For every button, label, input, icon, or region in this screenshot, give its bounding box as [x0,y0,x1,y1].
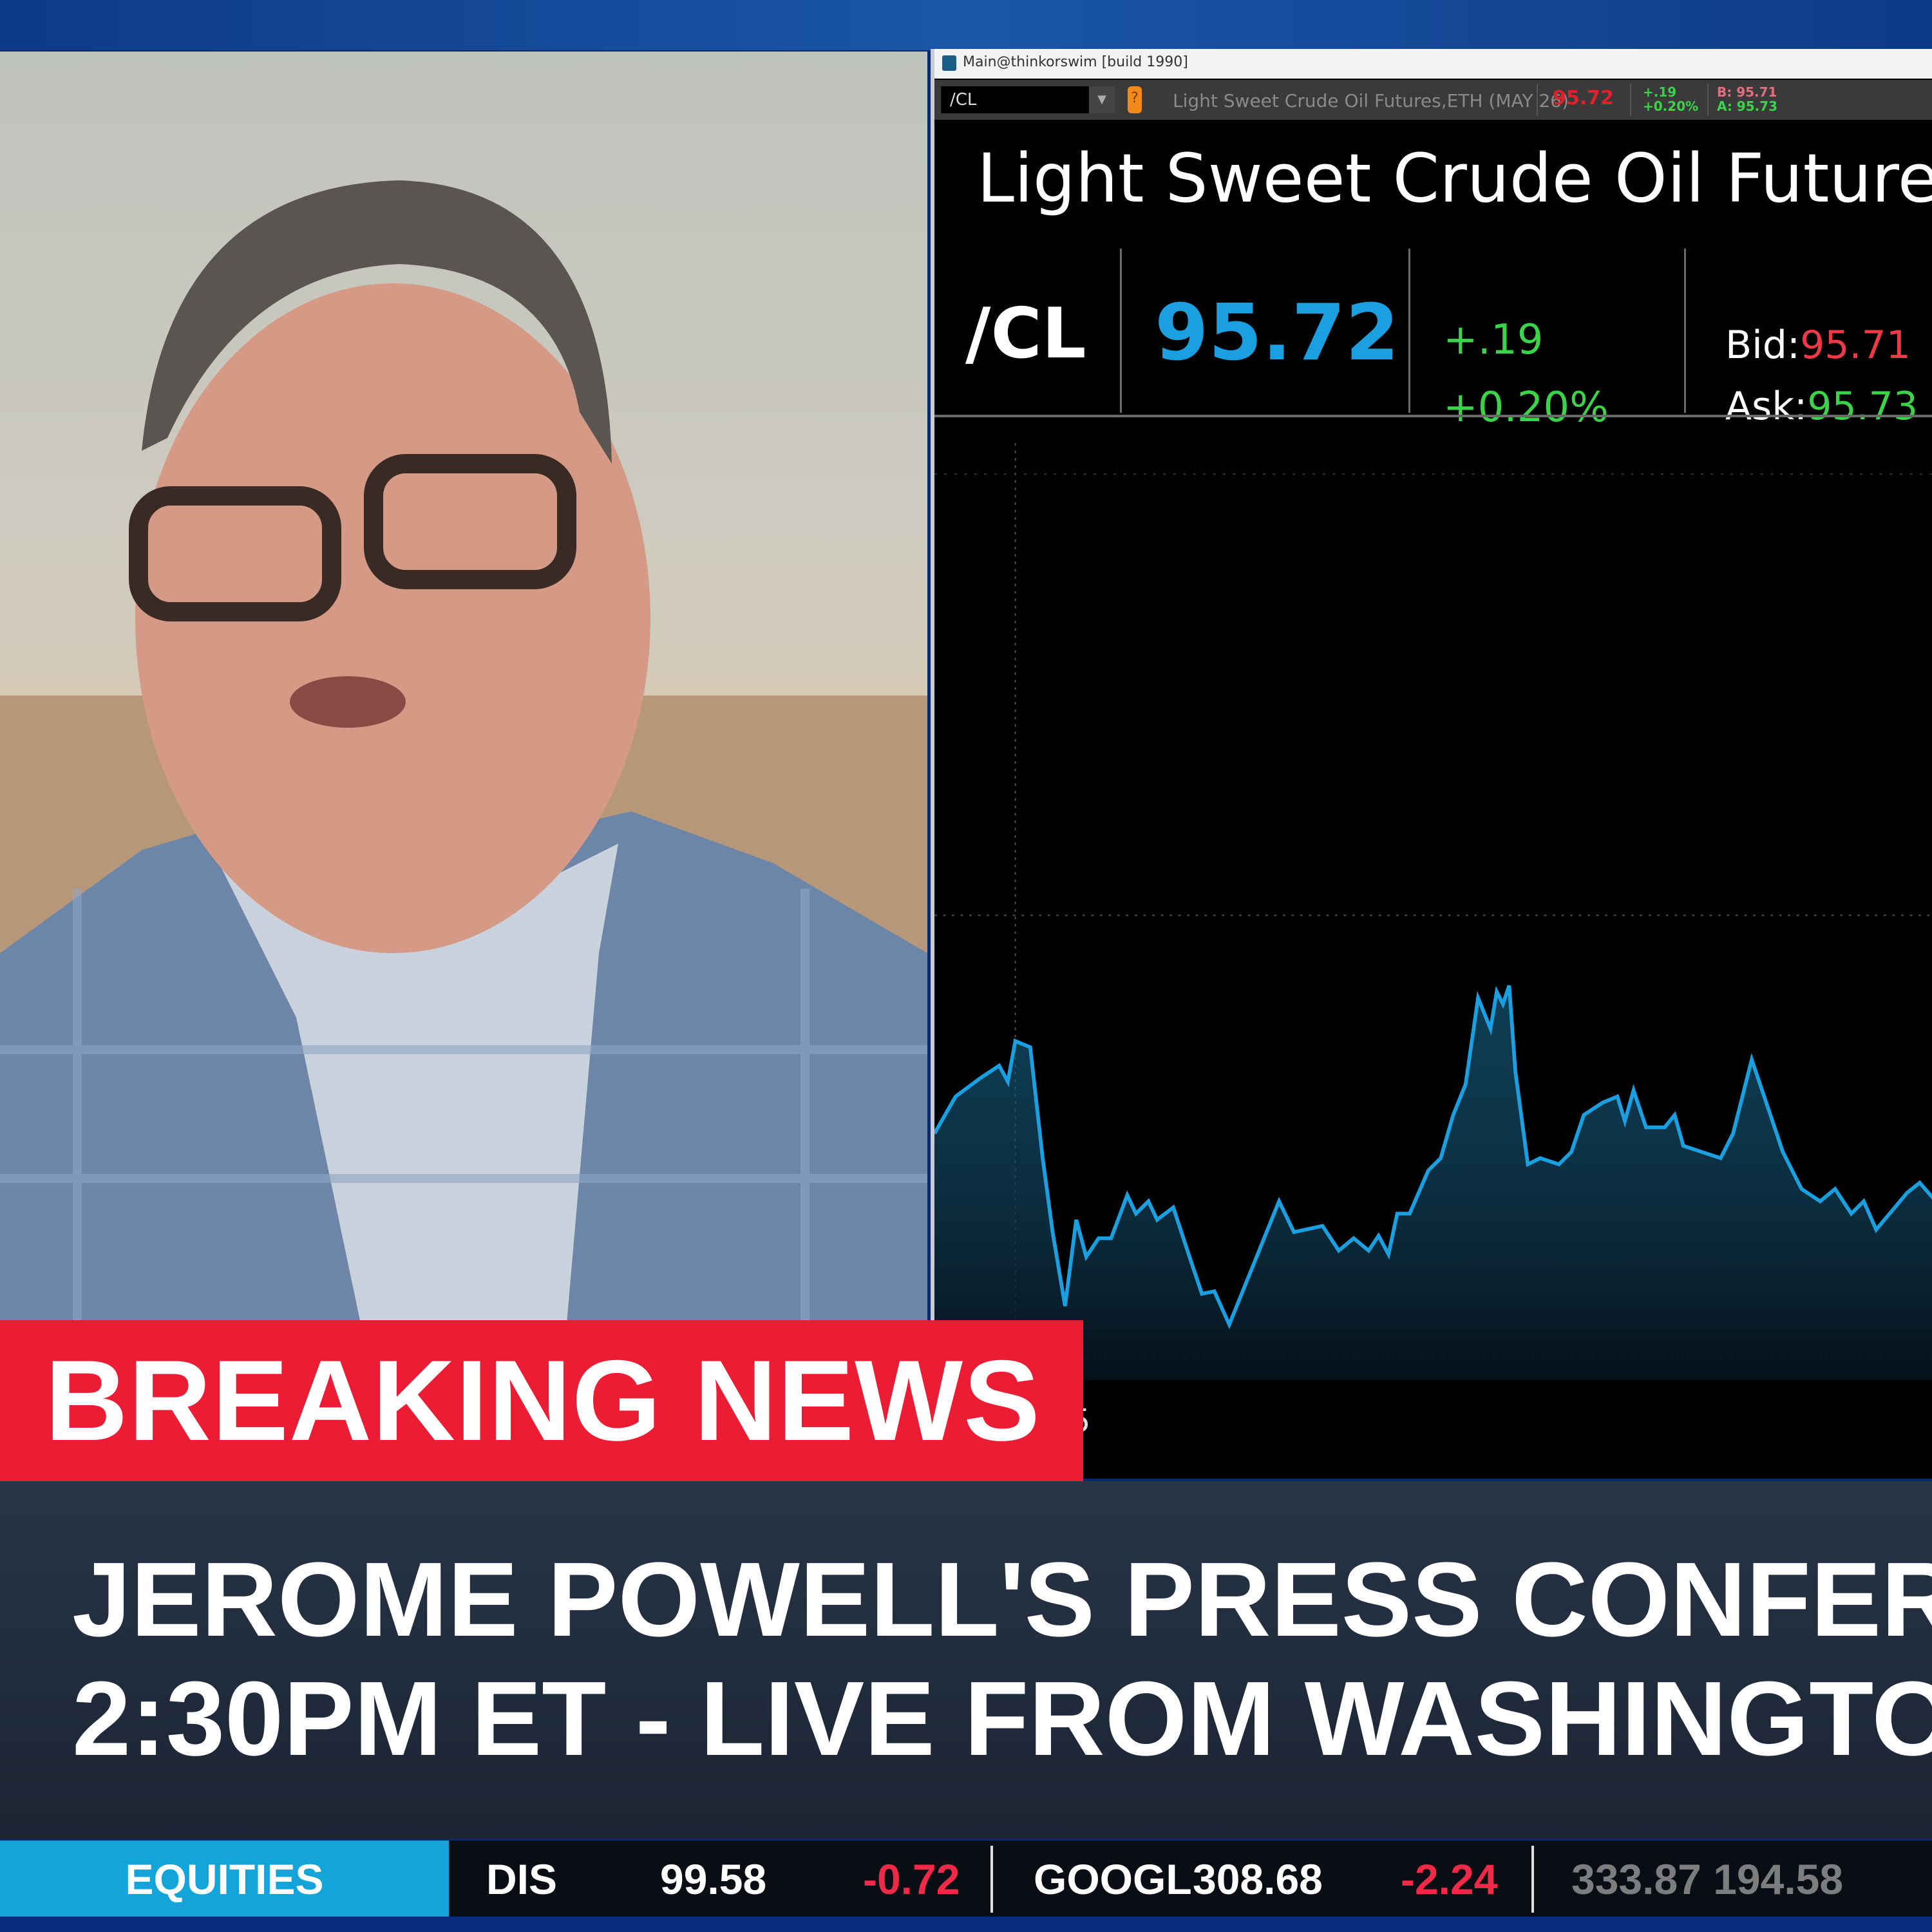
quote-change-pct: +0.20% [1443,384,1609,431]
headline-band: JEROME POWELL'S PRESS CONFERE 2:30PM ET … [0,1481,1932,1839]
divider [1537,84,1538,116]
ask-value: 95.73 [1807,384,1918,429]
stock-ticker: EQUITIES DIS 99.58 -0.72 GOOGL 308.68 -2… [0,1841,1932,1917]
symbol-input[interactable]: /CL ▼ [941,86,1115,113]
instrument-title: Light Sweet Crude Oil Futures, [977,139,1932,218]
ticker-category: EQUITIES [0,1841,449,1917]
guest-person-image [0,180,927,1323]
price-chart[interactable]: 5 [934,419,1932,1479]
quote-symbol: /CL [965,294,1086,374]
divider [1120,249,1122,413]
bottom-band [0,1917,1932,1932]
ticker-divider [990,1846,993,1913]
ticker-change: -0.72 [863,1855,960,1903]
toolbar-change-pct: +0.20% [1643,99,1699,114]
ticker-change: -2.24 [1401,1855,1498,1903]
quote-price: 95.72 [1155,289,1399,378]
toolbar-ask: A: 95.73 [1717,99,1778,114]
symbol-toolbar: /CL ▼ ? Light Sweet Crude Oil Futures,ET… [934,80,1932,120]
quote-change: +.19 [1443,316,1544,364]
bid-value: 95.71 [1800,323,1911,368]
toolbar-change: +.19 [1643,84,1677,100]
ticker-transition-text: 333.87 194.58 [1571,1855,1844,1903]
ask-row: Ask:95.73 [1725,384,1918,429]
ticker-symbol: GOOGL [1034,1855,1192,1903]
price-area-fill [934,985,1932,1380]
top-background-band [0,0,1932,50]
ticker-symbol: DIS [486,1855,558,1903]
guest-video-feed [0,52,927,1323]
bid-label: Bid: [1725,323,1801,368]
divider [934,415,1932,417]
price-line [934,985,1932,1330]
window-title-bar[interactable]: Main@thinkorswim [build 1990] [934,49,1932,79]
symbol-value: /CL [950,90,977,109]
headline-line-1: JEROME POWELL'S PRESS CONFERE [72,1540,1932,1658]
quote-panel: /CL 95.72 +.19 +0.20% Bid:95.71 Ask:95.7… [934,249,1932,431]
toolbar-last: 95.72 [1553,87,1614,109]
breaking-news-banner: BREAKING NEWS [0,1320,1083,1481]
window-title: Main@thinkorswim [build 1990] [963,54,1188,70]
ticker-price: 99.58 [660,1855,767,1903]
toolbar-bid: B: 95.71 [1717,84,1777,100]
app-icon [942,55,956,71]
divider [1408,249,1410,413]
divider [1684,249,1686,413]
ticker-price: 308.68 [1193,1855,1323,1903]
divider [1630,84,1631,116]
ask-label: Ask: [1725,384,1808,429]
instrument-description: Light Sweet Crude Oil Futures,ETH (MAY 2… [1173,90,1569,111]
divider [1707,84,1709,116]
headline-line-2: 2:30PM ET - LIVE FROM WASHINGTO [72,1660,1932,1777]
bid-row: Bid:95.71 [1725,323,1911,368]
question-mark-icon[interactable]: ? [1128,86,1142,113]
chevron-down-icon[interactable]: ▼ [1089,86,1115,113]
thinkorswim-window: Main@thinkorswim [build 1990] /CL ▼ ? Li… [931,49,1932,1479]
ticker-divider [1531,1846,1534,1913]
